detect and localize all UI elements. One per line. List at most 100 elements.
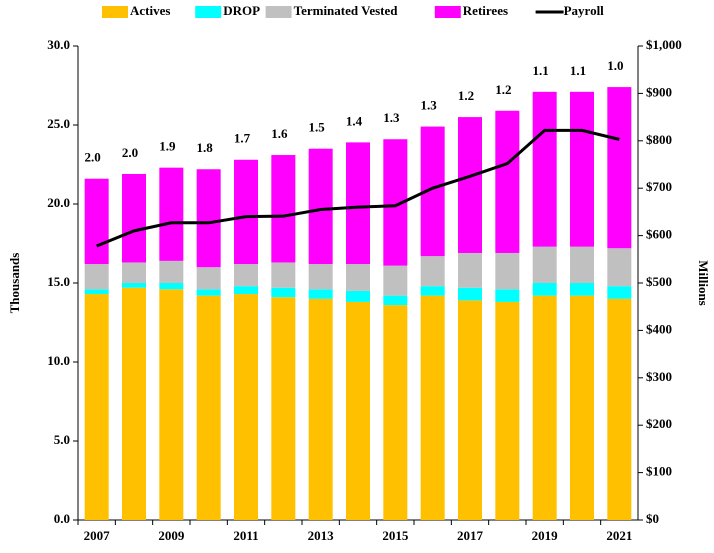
bar-segment — [383, 295, 408, 306]
y2-tick-label: $200 — [646, 416, 672, 431]
bar-segment — [122, 173, 146, 263]
bar-label: 2.0 — [85, 150, 101, 165]
bar-label: 1.5 — [309, 120, 326, 135]
bar-segment — [458, 300, 482, 520]
bar-label: 2.0 — [122, 145, 138, 160]
bar-segment — [271, 287, 296, 298]
bar-segment — [495, 301, 520, 520]
bar-segment — [495, 110, 520, 253]
bar-segment — [458, 117, 482, 253]
bar-segment — [84, 294, 109, 520]
bar-segment — [383, 265, 408, 296]
bar-segment — [308, 264, 333, 290]
bar-segment — [346, 290, 370, 302]
y2-axis-title: Millions — [696, 260, 711, 306]
bar-label: 1.9 — [159, 139, 176, 154]
y-tick-label: 25.0 — [47, 116, 70, 131]
bar-label: 1.3 — [421, 98, 438, 113]
x-tick-label: 2015 — [382, 528, 409, 543]
bar-segment — [532, 246, 557, 283]
y-tick-label: 0.0 — [54, 511, 70, 526]
bar-segment — [420, 286, 445, 296]
x-tick-label: 2007 — [84, 528, 111, 543]
bar-segment — [271, 155, 296, 263]
bar-segment — [159, 283, 184, 290]
bar-segment — [84, 289, 109, 295]
bar-segment — [159, 289, 184, 520]
y2-tick-label: $0 — [646, 511, 659, 526]
bar-segment — [234, 159, 258, 265]
bar-label: 1.2 — [458, 88, 474, 103]
legend-swatch — [265, 6, 292, 18]
x-tick-label: 2021 — [606, 528, 632, 543]
legend-label: Actives — [130, 3, 170, 18]
bar-segment — [607, 286, 632, 299]
legend-swatch — [102, 6, 128, 18]
bar-label: 1.6 — [271, 126, 288, 141]
x-tick-label: 2013 — [308, 528, 335, 543]
y-tick-label: 30.0 — [47, 37, 70, 52]
bar-label: 1.8 — [197, 140, 214, 155]
bar-label: 1.3 — [383, 110, 400, 125]
bar-segment — [607, 248, 632, 287]
bar-segment — [420, 256, 445, 287]
bar-segment — [84, 264, 109, 290]
y2-tick-label: $500 — [646, 274, 672, 289]
y2-tick-label: $900 — [646, 84, 672, 99]
y-tick-label: 15.0 — [47, 274, 70, 289]
bar-segment — [420, 295, 445, 520]
bar-segment — [458, 252, 482, 288]
y-tick-label: 5.0 — [54, 432, 70, 447]
y2-tick-label: $700 — [646, 179, 672, 194]
bar-label: 1.1 — [570, 63, 586, 78]
bar-segment — [234, 286, 258, 295]
bar-segment — [234, 264, 258, 287]
bar-segment — [308, 148, 333, 265]
bar-segment — [346, 264, 370, 291]
line-series — [96, 128, 620, 248]
legend-label: Payroll — [564, 3, 605, 18]
bar-segment — [383, 305, 408, 520]
bar-segment — [308, 298, 333, 520]
bar-segment — [607, 87, 632, 249]
bar-label: 1.0 — [607, 58, 623, 73]
x-tick-label: 2011 — [233, 528, 258, 543]
bar-segment — [196, 295, 221, 520]
bar-segment — [495, 289, 520, 302]
bar-segment — [84, 178, 109, 265]
legend-swatch — [434, 6, 461, 18]
bar-segment — [159, 167, 184, 261]
bar-segment — [271, 262, 296, 288]
legend-label: Retirees — [463, 3, 508, 18]
bar-segment — [196, 289, 221, 296]
bar-segment — [196, 267, 221, 290]
x-tick-label: 2017 — [457, 528, 484, 543]
bar-segment — [570, 246, 594, 283]
bar-segment — [346, 301, 370, 520]
bar-segment — [532, 91, 557, 247]
bar-label: 1.2 — [495, 82, 511, 97]
x-tick-label: 2009 — [158, 528, 185, 543]
bar-segment — [458, 287, 482, 301]
legend-label: Terminated Vested — [294, 3, 399, 18]
y2-tick-label: $800 — [646, 132, 672, 147]
y-tick-label: 10.0 — [47, 353, 70, 368]
bar-segment — [495, 252, 520, 290]
bar-segment — [159, 260, 184, 283]
bar-segment — [532, 295, 557, 520]
y2-tick-label: $100 — [646, 464, 672, 479]
bar-segment — [122, 283, 146, 288]
y2-tick-label: $300 — [646, 369, 672, 384]
y2-tick-label: $1,000 — [646, 37, 682, 52]
bar-segment — [271, 297, 296, 520]
y-tick-label: 20.0 — [47, 195, 70, 210]
bar-segment — [607, 298, 632, 520]
bar-segment — [122, 287, 146, 520]
bar-segment — [570, 295, 594, 520]
bar-label: 1.1 — [533, 63, 549, 78]
bar-label: 1.7 — [234, 131, 251, 146]
x-tick-label: 2019 — [532, 528, 559, 543]
bar-segment — [532, 283, 557, 296]
bar-segment — [346, 142, 370, 265]
